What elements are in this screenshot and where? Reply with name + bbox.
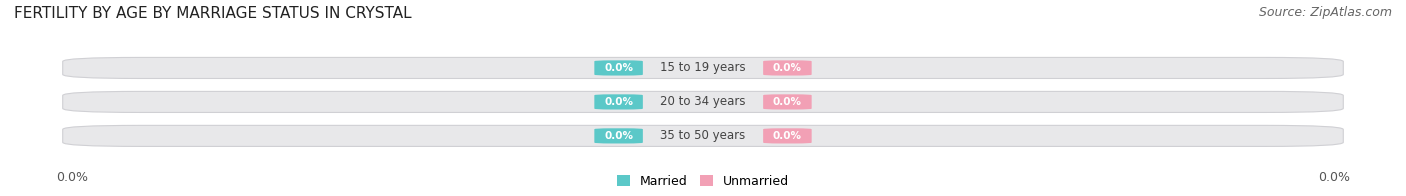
- Text: 0.0%: 0.0%: [773, 131, 801, 141]
- FancyBboxPatch shape: [63, 125, 1343, 146]
- Text: 0.0%: 0.0%: [773, 97, 801, 107]
- Text: 0.0%: 0.0%: [56, 171, 89, 183]
- Text: 0.0%: 0.0%: [773, 63, 801, 73]
- Text: 0.0%: 0.0%: [1317, 171, 1350, 183]
- FancyBboxPatch shape: [763, 60, 811, 75]
- Text: 0.0%: 0.0%: [605, 97, 633, 107]
- Text: 35 to 50 years: 35 to 50 years: [661, 129, 745, 142]
- FancyBboxPatch shape: [763, 128, 811, 143]
- FancyBboxPatch shape: [63, 57, 1343, 78]
- Text: 20 to 34 years: 20 to 34 years: [661, 95, 745, 108]
- FancyBboxPatch shape: [595, 128, 643, 143]
- FancyBboxPatch shape: [63, 91, 1343, 113]
- FancyBboxPatch shape: [595, 94, 643, 110]
- FancyBboxPatch shape: [595, 60, 643, 75]
- FancyBboxPatch shape: [763, 94, 811, 110]
- Text: 0.0%: 0.0%: [605, 63, 633, 73]
- Text: FERTILITY BY AGE BY MARRIAGE STATUS IN CRYSTAL: FERTILITY BY AGE BY MARRIAGE STATUS IN C…: [14, 6, 412, 21]
- Text: Source: ZipAtlas.com: Source: ZipAtlas.com: [1258, 6, 1392, 19]
- Legend: Married, Unmarried: Married, Unmarried: [617, 175, 789, 188]
- Text: 15 to 19 years: 15 to 19 years: [661, 62, 745, 74]
- Text: 0.0%: 0.0%: [605, 131, 633, 141]
